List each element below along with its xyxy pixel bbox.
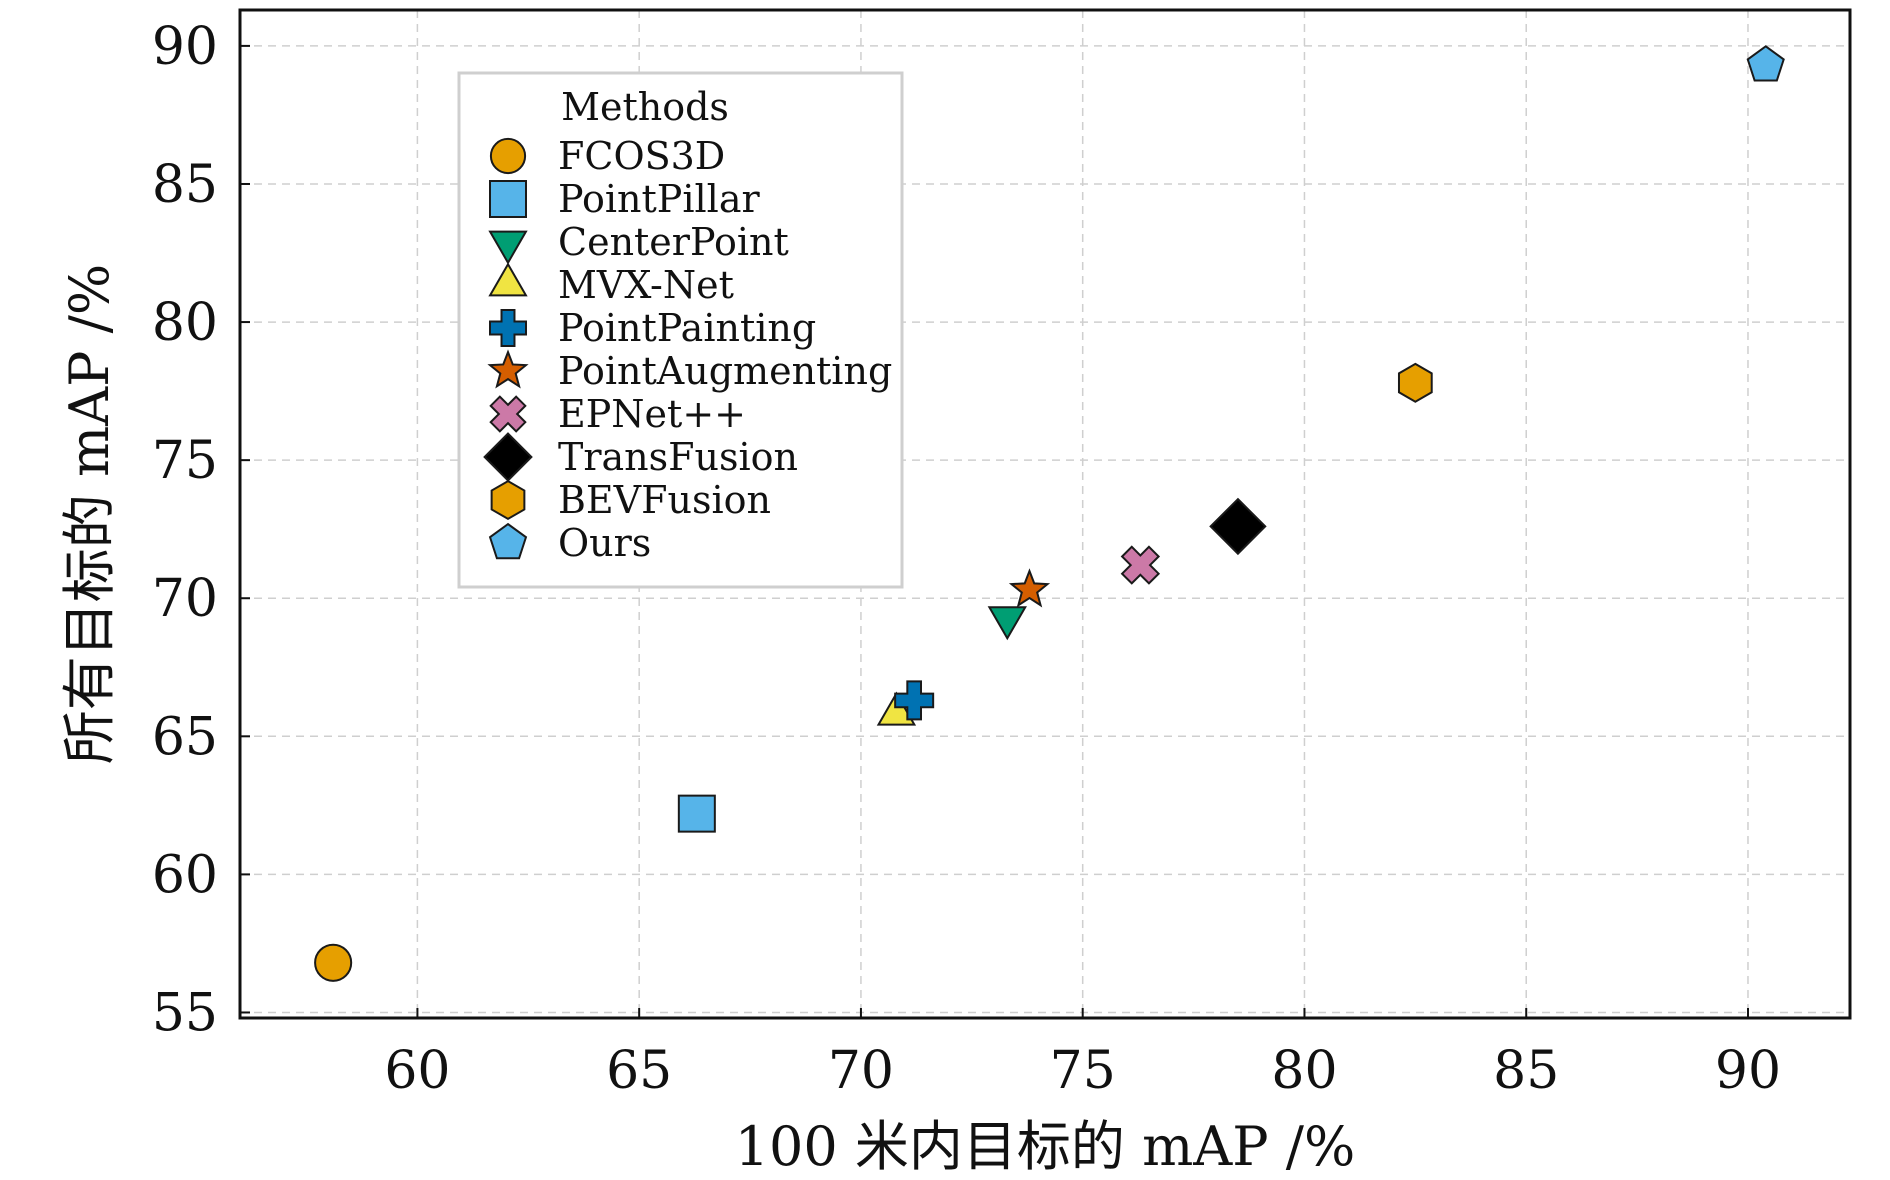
data-point-mvx-net [876, 691, 917, 726]
legend-label: EPNet++ [558, 392, 746, 436]
legend-marker-bevfusion [490, 479, 526, 521]
y-tick-label: 90 [152, 17, 218, 77]
x-tick-label: 75 [1050, 1041, 1116, 1101]
legend-marker-pointpainting [489, 309, 527, 347]
legend-label: CenterPoint [558, 220, 789, 264]
legend-marker-fcos3d [489, 137, 527, 175]
x-tick-label: 60 [384, 1041, 450, 1101]
y-tick-label: 85 [152, 155, 218, 215]
y-tick-label: 60 [152, 845, 218, 905]
legend-label: FCOS3D [558, 134, 725, 178]
y-tick-label: 75 [152, 431, 218, 491]
y-axis-title: 所有目标的 mAP /% [58, 264, 121, 764]
y-tick-label: 80 [152, 293, 218, 353]
legend-label: PointPainting [558, 306, 816, 350]
data-point-ours [1746, 45, 1785, 82]
legend-marker-pointaugmenting [487, 349, 529, 389]
data-point-fcos3d [314, 943, 353, 982]
legend-label: MVX-Net [558, 263, 734, 307]
legend-label: BEVFusion [558, 478, 771, 522]
legend-label: PointPillar [558, 177, 760, 221]
data-point-pointpillar [677, 794, 716, 833]
data-points [314, 45, 1785, 982]
plot-frame [238, 8, 1852, 1020]
data-point-pointaugmenting [1008, 568, 1051, 608]
data-point-pointpainting [894, 680, 935, 721]
legend-label: PointAugmenting [558, 349, 892, 393]
x-tick-label: 70 [828, 1041, 894, 1101]
legend-box [457, 71, 904, 589]
legend-label: Ours [558, 521, 651, 565]
legend-marker-centerpoint [488, 230, 528, 265]
data-point-centerpoint [987, 606, 1027, 641]
legend-marker-epnet- [489, 395, 527, 433]
legend: Methods FCOS3DPointPillarCenterPointMVX-… [457, 71, 904, 589]
data-point-transfusion [1209, 497, 1267, 556]
legend-marker-ours [488, 522, 528, 560]
y-axis-ticks: 55 60 65 70 75 80 85 90 [152, 17, 250, 1043]
x-tick-label: 80 [1271, 1041, 1337, 1101]
legend-items: FCOS3DPointPillarCenterPointMVX-NetPoint… [483, 134, 892, 565]
x-tick-label: 65 [606, 1041, 672, 1101]
legend-title: Methods [561, 85, 729, 129]
legend-marker-pointpillar [489, 180, 527, 218]
x-axis-title: 100 米内目标的 mAP /% [735, 1115, 1356, 1178]
data-point-epnet- [1120, 545, 1161, 585]
y-tick-label: 55 [152, 983, 218, 1043]
x-tick-label: 90 [1715, 1041, 1781, 1101]
x-axis-ticks: 60 65 70 75 80 85 90 [384, 1008, 1781, 1101]
legend-marker-mvx-net [488, 262, 528, 297]
data-point-bevfusion [1397, 362, 1433, 403]
legend-label: TransFusion [558, 435, 798, 479]
y-tick-label: 65 [152, 707, 218, 767]
y-tick-label: 70 [152, 569, 218, 629]
x-tick-label: 85 [1493, 1041, 1559, 1101]
